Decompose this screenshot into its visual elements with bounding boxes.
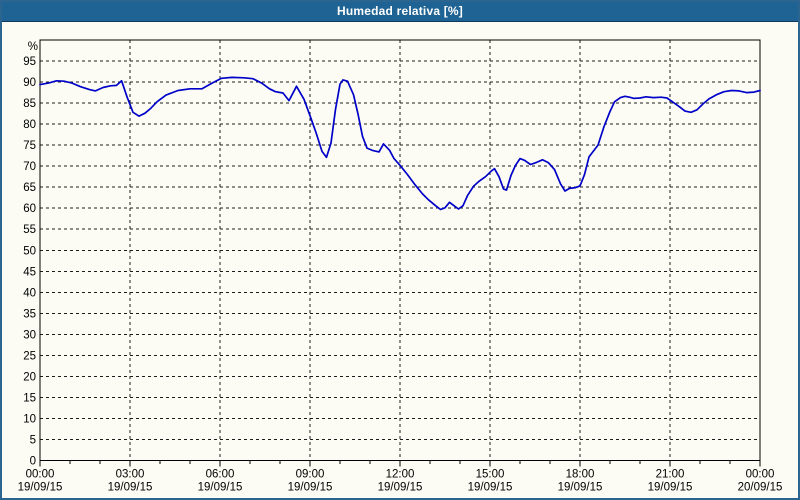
y-tick-label: 70 [23,161,36,173]
y-tick-label: 10 [23,413,36,425]
x-tick-date-label: 19/09/15 [288,482,333,494]
y-tick-label: 0 [30,456,36,468]
x-tick-time-label: 06:00 [206,469,235,481]
y-tick-label: 5 [30,434,36,446]
x-tick-time-label: 21:00 [656,469,685,481]
y-tick-label: 75 [23,140,36,152]
x-tick-date-label: 19/09/15 [378,482,423,494]
y-tick-label: 30 [23,329,36,341]
x-tick-date-label: 19/09/15 [108,482,153,494]
x-tick-date-label: 19/09/15 [18,482,63,494]
y-tick-label: 40 [23,287,36,299]
y-tick-label: 90 [23,77,36,89]
x-tick-time-label: 15:00 [476,469,505,481]
y-tick-label: 80 [23,119,36,131]
y-axis-unit-label: % [28,41,38,53]
x-tick-date-label: 19/09/15 [468,482,513,494]
x-tick-date-label: 19/09/15 [648,482,693,494]
window-titlebar: Humedad relativa [%] [0,0,800,22]
x-tick-time-label: 03:00 [116,469,145,481]
window-title: Humedad relativa [%] [336,3,464,18]
y-tick-label: 60 [23,203,36,215]
humidity-line [39,76,761,211]
y-tick-label: 45 [23,266,36,278]
x-tick-time-label: 09:00 [296,469,325,481]
y-tick-label: 85 [23,98,36,110]
y-tick-label: 20 [23,371,36,383]
x-tick-date-label: 20/09/15 [738,482,783,494]
humidity-chart: 0 5 10 15 20 25 30 35 40 45 50 55 60 65 70 75 80 85 90 95% 0… [18,39,783,494]
y-tick-label: 95 [23,56,36,68]
y-tick-label: 15 [23,392,36,404]
x-tick-time-label: 00:00 [26,469,55,481]
x-tick-date-label: 19/09/15 [198,482,243,494]
x-tick-time-label: 12:00 [386,469,415,481]
x-tick-date-label: 19/09/15 [558,482,603,494]
y-tick-label: 35 [23,308,36,320]
x-tick-time-label: 18:00 [566,469,595,481]
y-tick-label: 55 [23,224,36,236]
y-tick-label: 50 [23,245,36,257]
y-tick-label: 65 [23,182,36,194]
x-tick-time-label: 00:00 [746,469,775,481]
y-tick-label: 25 [23,350,36,362]
